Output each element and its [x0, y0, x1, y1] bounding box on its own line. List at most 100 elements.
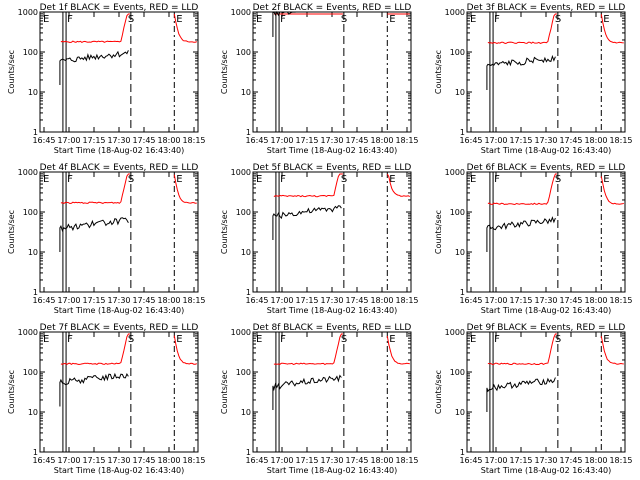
y-tick-label: 10: [455, 408, 465, 417]
y-axis-label: Counts/sec: [434, 370, 443, 414]
x-tick-label: 17:00: [484, 136, 507, 145]
x-tick-label: 17:45: [345, 456, 368, 465]
x-axis-label: Start Time (18-Aug-02 16:43:40): [54, 306, 185, 315]
x-tick-label: 17:30: [320, 456, 343, 465]
y-tick-label: 100: [23, 48, 38, 57]
marker-label-f: F: [280, 334, 286, 345]
events-series-line: [59, 372, 129, 407]
y-tick-label: 1000: [445, 168, 465, 177]
panel-title: Det 2f BLACK = Events, RED = LLD: [253, 3, 412, 13]
y-axis-label: Counts/sec: [434, 50, 443, 94]
x-tick-label: 18:15: [609, 296, 632, 305]
marker-label-e: E: [603, 14, 609, 25]
x-tick-label: 16:45: [245, 456, 268, 465]
y-tick-label: 1: [460, 448, 465, 457]
marker-label-s: S: [128, 334, 134, 345]
x-tick-label: 18:15: [182, 136, 205, 145]
marker-label-s: S: [128, 174, 134, 185]
events-series-line: [272, 205, 342, 240]
marker-label-f: F: [67, 14, 73, 25]
x-tick-label: 17:45: [345, 296, 368, 305]
x-tick-label: 18:15: [609, 456, 632, 465]
x-tick-label: 16:45: [459, 456, 482, 465]
marker-label-e: E: [389, 334, 395, 345]
lld-series-line: [60, 333, 130, 366]
panel-title: Det 8f BLACK = Events, RED = LLD: [253, 323, 412, 333]
x-tick-label: 17:45: [559, 456, 582, 465]
events-series-line: [486, 54, 556, 90]
x-tick-label: 17:30: [534, 296, 557, 305]
events-series-line: [272, 11, 342, 37]
y-tick-label: 10: [28, 248, 38, 257]
x-tick-label: 18:00: [370, 456, 393, 465]
panel-9: Det 9f BLACK = Events, RED = LLD 1 10 100 10…: [434, 323, 633, 475]
marker-label-e: E: [470, 174, 476, 185]
y-tick-label: 1000: [445, 328, 465, 337]
y-tick-label: 1: [246, 448, 251, 457]
lld-series-line: [600, 336, 624, 365]
y-axis-label: Counts/sec: [7, 210, 16, 254]
y-tick-label: 1: [460, 128, 465, 137]
panel-title: Det 3f BLACK = Events, RED = LLD: [467, 3, 626, 13]
lld-series-line: [173, 174, 197, 204]
panel-2: Det 2f BLACK = Events, RED = LLD 1 10 100 10…: [220, 3, 419, 155]
marker-label-s: S: [555, 174, 561, 185]
x-tick-label: 16:45: [459, 296, 482, 305]
panel-3: Det 3f BLACK = Events, RED = LLD 1 10 100 10…: [434, 3, 633, 155]
x-tick-label: 17:15: [82, 296, 105, 305]
x-tick-label: 18:00: [584, 136, 607, 145]
marker-label-e: E: [43, 174, 49, 185]
x-tick-label: 17:30: [107, 296, 130, 305]
x-tick-label: 17:15: [295, 296, 318, 305]
y-tick-label: 100: [450, 368, 465, 377]
x-tick-label: 17:45: [132, 456, 155, 465]
x-tick-label: 17:00: [57, 136, 80, 145]
marker-label-s: S: [555, 14, 561, 25]
marker-label-e: E: [389, 174, 395, 185]
x-tick-label: 17:00: [270, 296, 293, 305]
y-axis-label: Counts/sec: [220, 50, 229, 94]
marker-label-e: E: [603, 334, 609, 345]
x-tick-label: 16:45: [245, 136, 268, 145]
marker-label-e: E: [256, 174, 262, 185]
x-axis-label: Start Time (18-Aug-02 16:43:40): [267, 146, 398, 155]
x-tick-label: 17:15: [295, 456, 318, 465]
marker-label-f: F: [280, 174, 286, 185]
events-series-line: [272, 374, 342, 410]
y-tick-label: 100: [450, 208, 465, 217]
panel-title: Det 1f BLACK = Events, RED = LLD: [40, 3, 199, 13]
x-tick-label: 17:30: [107, 456, 130, 465]
x-axis-label: Start Time (18-Aug-02 16:43:40): [267, 466, 398, 475]
y-tick-label: 1000: [445, 8, 465, 17]
y-tick-label: 1: [33, 448, 38, 457]
x-tick-label: 18:15: [395, 136, 418, 145]
x-tick-label: 18:15: [395, 296, 418, 305]
x-tick-label: 17:15: [82, 136, 105, 145]
panel-title: Det 6f BLACK = Events, RED = LLD: [467, 163, 626, 173]
panel-title: Det 4f BLACK = Events, RED = LLD: [40, 163, 199, 173]
y-tick-label: 1000: [18, 168, 38, 177]
x-tick-label: 18:00: [157, 456, 180, 465]
x-tick-label: 18:00: [370, 136, 393, 145]
x-tick-label: 17:30: [320, 136, 343, 145]
y-tick-label: 1: [33, 128, 38, 137]
y-tick-label: 1: [33, 288, 38, 297]
marker-label-e: E: [176, 334, 182, 345]
y-axis-label: Counts/sec: [434, 210, 443, 254]
marker-label-e: E: [43, 334, 49, 345]
x-axis-label: Start Time (18-Aug-02 16:43:40): [54, 146, 185, 155]
x-tick-label: 17:45: [559, 136, 582, 145]
lld-series-line: [487, 13, 557, 45]
x-tick-label: 17:15: [509, 456, 532, 465]
panel-6: Det 6f BLACK = Events, RED = LLD 1 10 100 10…: [434, 163, 633, 315]
marker-label-s: S: [128, 14, 134, 25]
x-axis-label: Start Time (18-Aug-02 16:43:40): [481, 306, 612, 315]
events-series-line: [59, 50, 129, 85]
y-tick-label: 1: [460, 288, 465, 297]
y-tick-label: 10: [241, 248, 251, 257]
x-tick-label: 17:45: [345, 136, 368, 145]
marker-label-s: S: [341, 14, 347, 25]
lld-series-line: [600, 14, 624, 44]
y-tick-label: 1000: [18, 8, 38, 17]
marker-label-f: F: [494, 334, 500, 345]
